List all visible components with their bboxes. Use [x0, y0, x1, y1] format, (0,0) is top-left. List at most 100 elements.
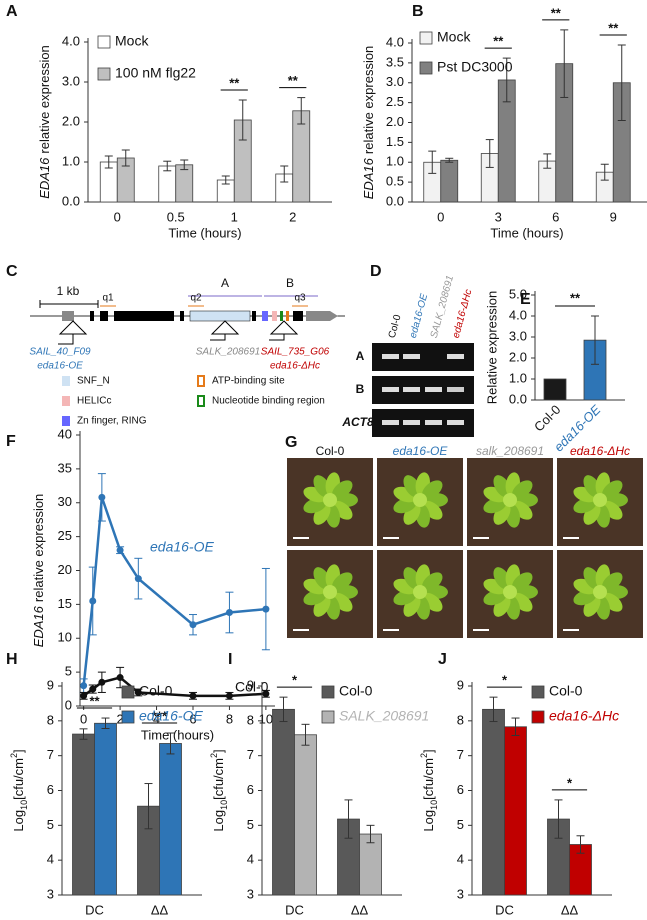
rosette-center: [413, 493, 427, 507]
insertion-arrow: [210, 334, 226, 341]
y-tick-label: 9: [47, 677, 54, 692]
y-tick-label: 1.0: [62, 153, 80, 168]
y-axis-label: Log10[cfu/cm2]: [419, 749, 439, 831]
scale-label: 1 kb: [57, 284, 80, 298]
lane-label: eda16-OE: [408, 292, 431, 339]
bar: [158, 165, 177, 203]
point: [116, 674, 124, 682]
leaf: [583, 567, 601, 590]
gene-diagram: C 1 kb A B q1 q2 q3 SAIL_40_F09 eda16-OE…: [6, 263, 345, 427]
y-axis-label: Log10[cfu/cm2]: [9, 749, 29, 831]
leaf: [313, 475, 331, 498]
y-tick-label: 3.5: [386, 54, 404, 69]
legend-label: Nucleotide binding region: [212, 396, 325, 407]
legend-label: Zn finger, RING: [77, 416, 147, 427]
legend-swatch: [121, 710, 135, 724]
y-tick-label: 0.5: [386, 174, 404, 189]
significance-label: **: [551, 5, 562, 20]
y-tick-label: 3.0: [386, 74, 404, 89]
band: [403, 387, 420, 392]
insertion: [269, 320, 299, 335]
bar: [543, 378, 567, 401]
y-axis-label-part: [cfu/cm: [211, 758, 226, 800]
y-tick-label: 20: [58, 562, 72, 577]
y-axis-label-part: 2: [419, 753, 429, 758]
y-tick-label: 7: [457, 747, 464, 762]
significance-label: **: [288, 73, 299, 88]
insertion: [58, 320, 88, 335]
band: [382, 387, 399, 392]
significance-label: *: [567, 775, 573, 790]
snf-domain: [189, 310, 251, 322]
lane-label: eda16-ΔHc: [451, 288, 475, 339]
bar: [175, 164, 194, 203]
x-tick-label: 0: [80, 711, 87, 726]
panel-label: F: [6, 433, 16, 450]
atp-site: [286, 311, 289, 321]
y-tick-label: 3: [247, 886, 254, 901]
y-tick-label: 9: [247, 677, 254, 692]
y-axis-label-part: 2: [9, 753, 19, 758]
photo-label: salk_208691: [476, 444, 544, 458]
insertion-label: SAIL_40_F09: [29, 347, 91, 358]
rosette-center: [503, 493, 517, 507]
significance-label: **: [229, 75, 240, 90]
lane-label: Col-0: [387, 313, 404, 339]
leaf: [422, 572, 443, 592]
y-tick-label: 7: [247, 747, 254, 762]
y-tick-label: 8: [457, 712, 464, 727]
y-tick-label: 25: [58, 528, 72, 543]
y-axis-label-part: 2: [209, 753, 219, 758]
band: [425, 387, 442, 392]
panel-label: B: [412, 3, 424, 20]
bar: [159, 743, 182, 896]
leaf: [602, 572, 623, 592]
point: [225, 609, 233, 617]
y-tick-label: 3: [47, 886, 54, 901]
point: [98, 678, 106, 686]
gel: D Col-0 eda16-OE SALK_208691 eda16-ΔHc A…: [341, 263, 474, 437]
exon: [90, 311, 94, 321]
point: [134, 688, 142, 696]
legend-swatch: [97, 35, 111, 49]
band: [382, 354, 399, 359]
bar: [272, 708, 295, 896]
exon: [252, 311, 256, 321]
legend-label: Pst DC3000: [437, 59, 513, 75]
series-line: [82, 496, 267, 686]
x-tick-label: ΔΔ: [561, 902, 579, 917]
exon: [114, 311, 174, 321]
zn-domain: [262, 311, 268, 321]
leaf: [403, 475, 421, 498]
y-axis-label: EDA16 relative expression: [31, 494, 46, 648]
x-tick-label: 2: [116, 711, 123, 726]
y-axis-label: Relative expression: [484, 291, 499, 404]
band: [382, 420, 399, 425]
legend-swatch: [121, 685, 135, 699]
x-tick-label: 3: [495, 209, 502, 224]
y-axis-label-part: Log: [11, 810, 26, 832]
leaf: [512, 480, 533, 500]
row-label: B: [356, 382, 365, 396]
panel-label: C: [6, 263, 18, 280]
y-tick-label: 9: [457, 677, 464, 692]
x-tick-label: 0: [437, 209, 444, 224]
insertion: [210, 320, 240, 335]
legend-label: eda16-OE: [139, 708, 203, 724]
point: [89, 597, 97, 605]
y-tick-label: 4.0: [386, 34, 404, 49]
series-label: eda16-OE: [150, 539, 214, 555]
leaf: [332, 480, 353, 500]
y-tick-label: 15: [58, 596, 72, 611]
y-tick-label: 0.0: [62, 193, 80, 208]
y-tick-label: 35: [58, 460, 72, 475]
utr: [62, 311, 74, 321]
photo-label: eda16-ΔHc: [570, 444, 630, 458]
bar: [440, 159, 459, 203]
panel-label: E: [520, 291, 531, 308]
rosette-center: [413, 585, 427, 599]
insertion-label: eda16-OE: [37, 361, 83, 372]
panel-label: A: [6, 3, 18, 20]
legend-swatch: [62, 416, 70, 426]
y-tick-label: 6: [247, 782, 254, 797]
